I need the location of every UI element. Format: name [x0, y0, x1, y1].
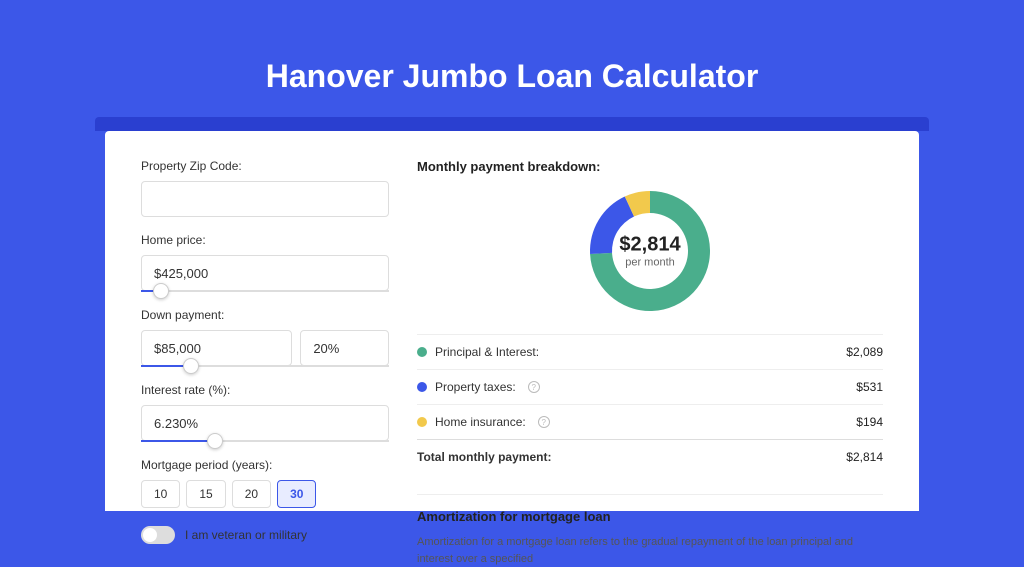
donut-center: $2,814 per month [619, 234, 680, 269]
zip-code-label: Property Zip Code: [141, 159, 389, 173]
home-price-label: Home price: [141, 233, 389, 247]
legend-dot [417, 347, 427, 357]
donut-center-sub: per month [619, 257, 680, 269]
page-title: Hanover Jumbo Loan Calculator [0, 0, 1024, 117]
info-icon[interactable]: ? [538, 416, 550, 428]
legend-value: $531 [856, 380, 883, 394]
legend-label: Principal & Interest: [435, 345, 539, 359]
amortization-body: Amortization for a mortgage loan refers … [417, 534, 883, 567]
breakdown-column: Monthly payment breakdown: $2,814 per mo… [417, 159, 883, 511]
veteran-label: I am veteran or military [185, 528, 307, 542]
form-column: Property Zip Code: Home price: Down paym… [141, 159, 389, 511]
interest-rate-slider-thumb[interactable] [207, 433, 223, 449]
donut-chart: $2,814 per month [585, 186, 715, 316]
interest-rate-label: Interest rate (%): [141, 383, 389, 397]
legend-total-row: Total monthly payment: $2,814 [417, 439, 883, 474]
zip-code-field: Property Zip Code: [141, 159, 389, 217]
legend-dot [417, 382, 427, 392]
legend-value: $2,089 [846, 345, 883, 359]
zip-code-input[interactable] [141, 181, 389, 217]
donut-center-amount: $2,814 [619, 234, 680, 257]
interest-rate-slider-fill [141, 440, 215, 442]
down-payment-percent-input[interactable] [300, 330, 389, 366]
interest-rate-input[interactable] [141, 405, 389, 441]
legend-items: Principal & Interest: $2,089 Property taxe… [417, 334, 883, 439]
period-btn-10[interactable]: 10 [141, 480, 180, 508]
veteran-toggle-knob [143, 528, 157, 542]
card-shadow [95, 117, 929, 131]
info-icon[interactable]: ? [528, 381, 540, 393]
legend-row: Principal & Interest: $2,089 [417, 334, 883, 369]
legend-label: Property taxes: [435, 380, 516, 394]
interest-rate-field: Interest rate (%): [141, 383, 389, 442]
veteran-row: I am veteran or military [141, 526, 389, 544]
legend-value: $194 [856, 415, 883, 429]
legend-dot [417, 417, 427, 427]
interest-rate-slider[interactable] [141, 440, 389, 442]
calculator-card: Property Zip Code: Home price: Down paym… [105, 131, 919, 511]
mortgage-period-label: Mortgage period (years): [141, 458, 389, 472]
period-btn-15[interactable]: 15 [186, 480, 225, 508]
down-payment-slider[interactable] [141, 365, 389, 367]
amortization-title: Amortization for mortgage loan [417, 509, 883, 524]
down-payment-label: Down payment: [141, 308, 389, 322]
home-price-slider[interactable] [141, 290, 389, 292]
home-price-field: Home price: [141, 233, 389, 292]
breakdown-title: Monthly payment breakdown: [417, 159, 883, 174]
mortgage-period-buttons: 10152030 [141, 480, 389, 508]
home-price-slider-thumb[interactable] [153, 283, 169, 299]
donut-chart-wrap: $2,814 per month [417, 186, 883, 316]
legend-label: Home insurance: [435, 415, 526, 429]
legend-total-value: $2,814 [846, 450, 883, 464]
down-payment-slider-thumb[interactable] [183, 358, 199, 374]
amortization-section: Amortization for mortgage loan Amortizat… [417, 494, 883, 567]
period-btn-30[interactable]: 30 [277, 480, 316, 508]
down-payment-input[interactable] [141, 330, 292, 366]
mortgage-period-field: Mortgage period (years): 10152030 [141, 458, 389, 508]
home-price-input[interactable] [141, 255, 389, 291]
period-btn-20[interactable]: 20 [232, 480, 271, 508]
legend-total-label: Total monthly payment: [417, 450, 551, 464]
legend-row: Property taxes:? $531 [417, 369, 883, 404]
veteran-toggle[interactable] [141, 526, 175, 544]
legend-row: Home insurance:? $194 [417, 404, 883, 439]
down-payment-field: Down payment: [141, 308, 389, 367]
